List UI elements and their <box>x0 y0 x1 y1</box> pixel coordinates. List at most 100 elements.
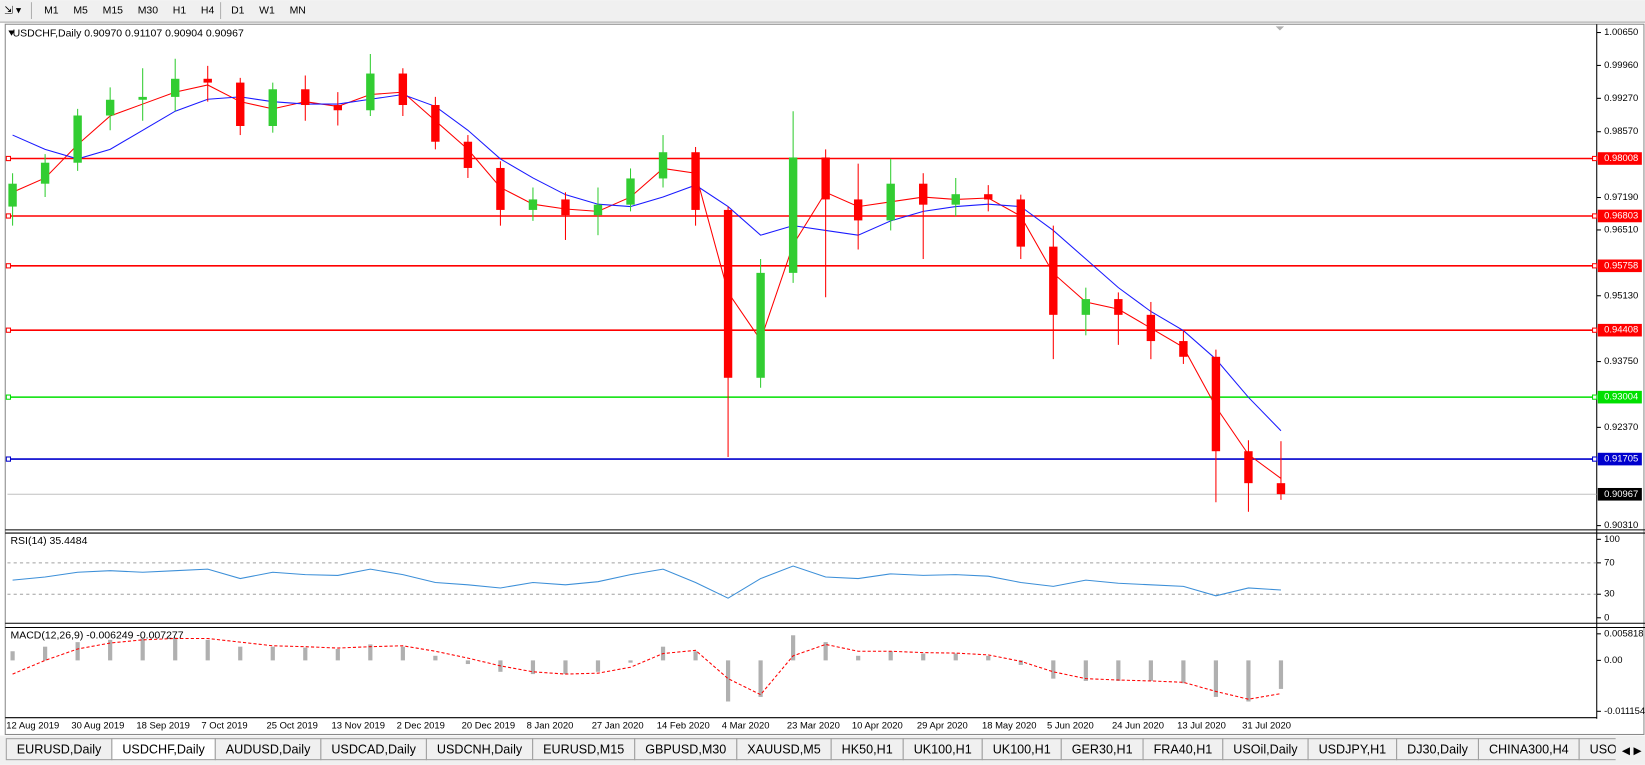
symbol-tab-label[interactable]: UK100,H1 <box>914 743 972 757</box>
x-tick-label: 14 Feb 2020 <box>657 721 710 732</box>
symbol-tab-label[interactable]: HK50,H1 <box>842 743 893 757</box>
level-marker <box>5 327 12 333</box>
candle-body <box>658 152 668 179</box>
candle-body <box>723 209 733 378</box>
candle-body <box>236 82 245 126</box>
moving-average-line <box>12 93 1282 432</box>
macd-signal-line <box>12 637 1282 700</box>
candle-body <box>1179 341 1188 357</box>
level-marker <box>5 394 12 400</box>
macd-histogram-bar <box>888 651 893 661</box>
timeframe-button[interactable]: M5 <box>73 5 88 16</box>
candle-body <box>561 199 570 216</box>
symbol-tab-label[interactable]: CHINA300,H4 <box>1489 743 1569 757</box>
level-label: 0.94408 <box>1604 325 1638 336</box>
macd-histogram-bar <box>335 648 340 661</box>
symbol-tab-label[interactable]: DJ30,Daily <box>1407 743 1469 757</box>
timeframe-button[interactable]: H4 <box>201 5 215 16</box>
shift-marker <box>1275 26 1285 31</box>
symbol-tab-label[interactable]: EURUSD,M15 <box>543 743 624 757</box>
macd-histogram-bar <box>75 642 80 661</box>
toolbar-menu-icon[interactable]: ⇲ ▾ <box>4 5 21 16</box>
macd-histogram-bar <box>10 651 15 661</box>
y-tick-label: 0.96510 <box>1604 224 1638 235</box>
candle-body <box>463 141 473 168</box>
symbol-tab-label[interactable]: USOil,Daily <box>1233 743 1298 757</box>
macd-histogram-bar <box>368 644 373 661</box>
x-tick-label: 18 May 2020 <box>982 721 1037 732</box>
x-tick-label: 18 Sep 2019 <box>136 721 190 732</box>
timeframe-button[interactable]: W1 <box>259 5 275 16</box>
header-arrow <box>8 30 15 36</box>
x-tick-label: 4 Mar 2020 <box>722 721 770 732</box>
macd-histogram-bar <box>1213 660 1219 697</box>
timeframe-button[interactable]: H1 <box>173 5 187 16</box>
candle-body <box>8 183 17 207</box>
y-tick-label: 1.00650 <box>1604 27 1638 38</box>
symbol-tab-label[interactable]: AUDUSD,Daily <box>226 743 311 757</box>
candle-body <box>171 78 180 97</box>
candle-body <box>1049 246 1058 315</box>
macd-histogram-bar <box>628 660 633 663</box>
toolbar <box>0 0 1645 23</box>
candle-body <box>528 199 538 210</box>
tab-scroll-right[interactable]: ▶ <box>1633 746 1641 757</box>
level-label: 0.91705 <box>1604 454 1638 465</box>
symbol-tab[interactable] <box>1578 738 1645 761</box>
level-label-box <box>1597 390 1642 404</box>
macd-histogram-bar <box>1051 660 1056 679</box>
level-label: 0.93004 <box>1604 392 1638 403</box>
symbol-tab-label[interactable]: USDCHF,Daily <box>122 743 205 757</box>
symbol-tab-label[interactable]: USOil,Daily <box>1590 743 1645 757</box>
timeframe-button[interactable]: D1 <box>231 5 245 16</box>
x-tick-label: 20 Dec 2019 <box>462 721 516 732</box>
symbol-tab-label[interactable]: GBPUSD,M30 <box>645 743 726 757</box>
level-marker <box>1592 394 1598 400</box>
macd-histogram-bar <box>140 638 145 661</box>
symbol-tab-label[interactable]: USDCAD,Daily <box>331 743 416 757</box>
candle-body <box>788 157 798 273</box>
candle-body <box>203 78 212 83</box>
candle-body <box>268 89 277 126</box>
candle-body <box>138 96 147 100</box>
y-tick-label: 0.93750 <box>1604 356 1638 367</box>
macd-histogram-bar <box>1246 660 1251 702</box>
level-label-box <box>1597 259 1642 273</box>
symbol-tab-label[interactable]: EURUSD,Daily <box>17 743 102 757</box>
current-price-label: 0.90967 <box>1604 489 1638 500</box>
candle-body <box>398 73 408 106</box>
level-marker <box>1592 327 1598 333</box>
y-tick-label: 0 <box>1604 612 1609 623</box>
symbol-tab-label[interactable]: XAUUSD,M5 <box>747 743 820 757</box>
timeframe-button[interactable]: MN <box>290 5 306 16</box>
symbol-tab-label[interactable]: GER30,H1 <box>1072 743 1133 757</box>
candle-body <box>496 167 505 210</box>
y-tick-label: 0.99960 <box>1604 60 1638 71</box>
macd-histogram-bar <box>595 660 601 672</box>
symbol-tab-label[interactable]: USDJPY,H1 <box>1319 743 1387 757</box>
level-label-box <box>1597 209 1642 223</box>
macd-histogram-bar <box>238 646 243 661</box>
candle-body <box>626 178 635 205</box>
x-tick-label: 27 Jan 2020 <box>592 721 644 732</box>
timeframe-button[interactable]: M30 <box>138 5 159 16</box>
tab-scroll-left[interactable]: ◀ <box>1622 746 1630 757</box>
timeframe-button[interactable]: M15 <box>103 5 124 16</box>
macd-histogram-bar <box>1116 660 1121 681</box>
timeframe-button[interactable]: M1 <box>44 5 59 16</box>
macd-histogram-bar <box>758 660 763 697</box>
level-label-box <box>1597 323 1642 337</box>
symbol-tab-label[interactable]: FRA40,H1 <box>1154 743 1213 757</box>
level-marker <box>5 155 12 162</box>
symbol-tab-label[interactable]: USDCNH,Daily <box>437 743 523 757</box>
symbol-tab-label[interactable]: UK100,H1 <box>993 743 1051 757</box>
y-tick-label: 100 <box>1604 534 1620 545</box>
candle-body <box>40 162 50 184</box>
candle-body <box>593 204 603 216</box>
y-tick-label: 0.005818 <box>1604 628 1643 639</box>
main-chart-header: USDCHF,Daily 0.90970 0.91107 0.90904 0.9… <box>13 28 244 39</box>
macd-histogram-bar <box>856 655 861 661</box>
macd-histogram-bar <box>953 653 958 661</box>
candle-body <box>853 199 863 221</box>
